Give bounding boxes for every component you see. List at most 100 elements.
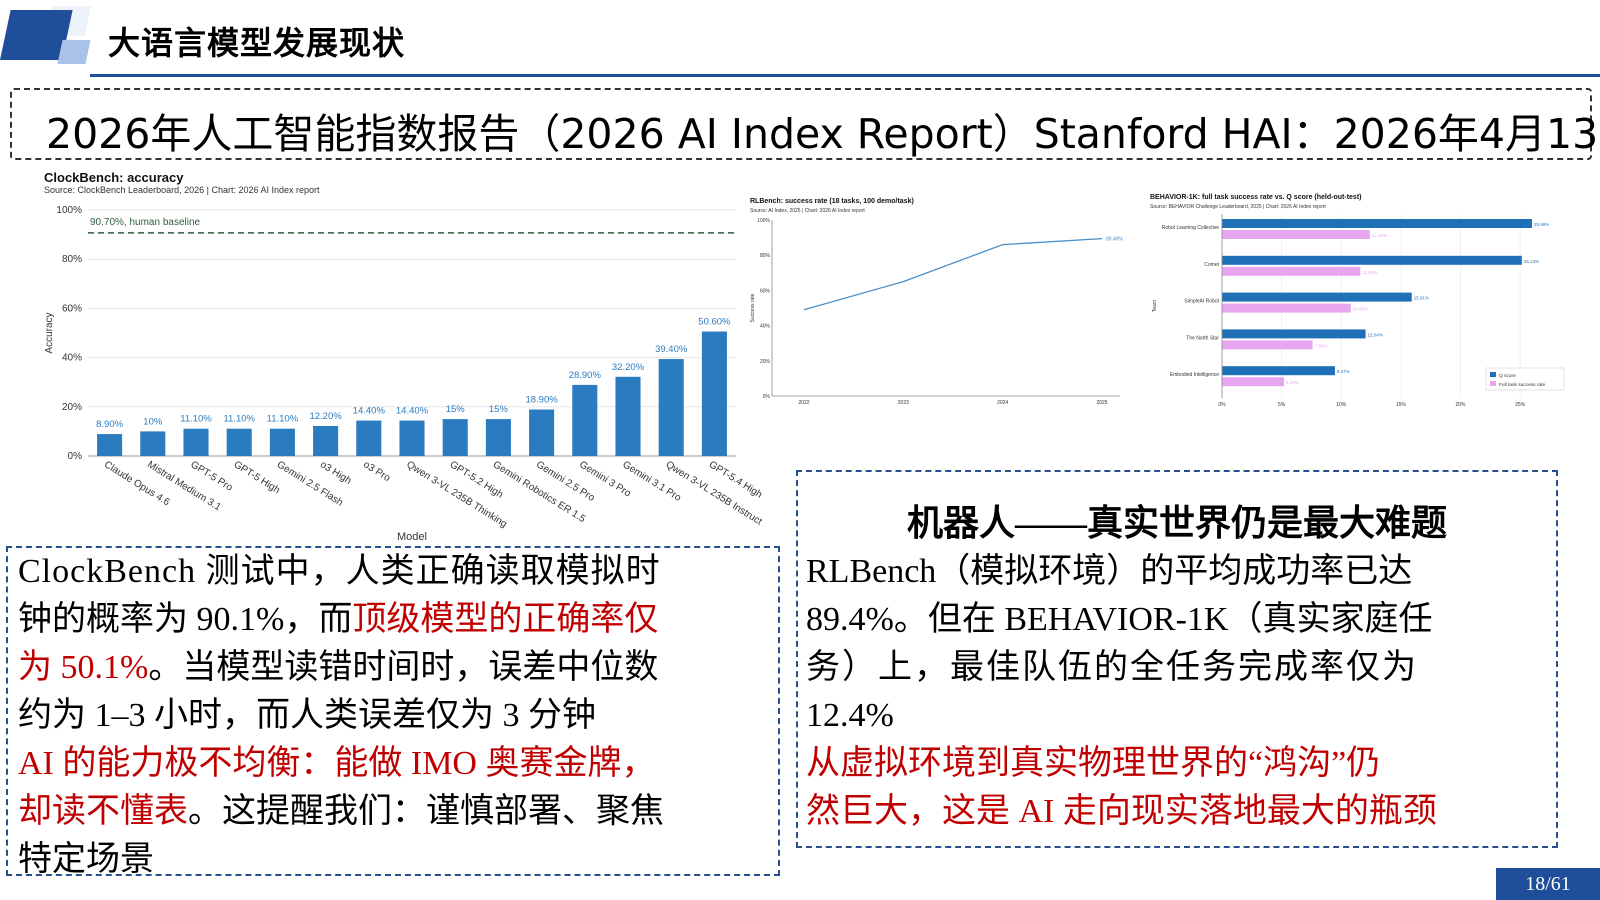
x-tick-label: 2024 [997,400,1008,406]
legend-label: Full task success rate [1499,382,1545,388]
y-tick-label: 100% [757,218,770,224]
data-label: 28.90% [569,370,602,381]
data-label: 12.04% [1368,332,1383,337]
data-label: 15% [489,404,509,415]
data-label: 18.90% [525,395,558,406]
bar [140,431,166,456]
bar [1222,329,1366,339]
y-axis-label: Team [1152,300,1158,312]
behavior1k-chart: BEHAVIOR-1K: full task success rate vs. … [1148,192,1568,414]
bar [701,331,727,456]
summary-line: ClockBench 测试中，人类正确读取模拟时 [18,553,661,590]
page-number: 18/61 [1496,868,1600,900]
summary-line: 12.4% [806,697,894,734]
data-label: 12.20% [309,411,342,422]
data-label: 15.91% [1414,296,1429,301]
y-axis-label: Success rate [750,293,756,322]
y-tick-label: 40% [760,324,771,330]
data-label: 5.20% [1286,380,1299,385]
data-label: 8.90% [96,419,123,430]
legend-swatch [1490,372,1496,377]
bar [399,420,425,456]
data-label: 14.40% [396,406,429,417]
data-label: 11.10% [223,414,255,425]
rlbench-chart: RLBench: success rate (18 tasks, 100 dem… [748,196,1144,410]
x-tick-label: 25% [1515,402,1526,408]
legend-swatch [1490,381,1496,386]
chart-source: Source: ClockBench Leaderboard, 2026 | C… [44,185,320,195]
bar [1222,266,1361,276]
chart-title: RLBench: success rate (18 tasks, 100 dem… [750,198,914,205]
clockbench-summary-box [6,546,780,876]
x-tick-label: 20% [1456,402,1467,408]
x-axis-label: Model [397,531,427,543]
data-label: 7.60% [1315,343,1328,348]
bar [269,428,295,456]
y-tick-label: 80% [62,254,82,265]
legend-label: Q score [1499,373,1516,379]
x-tick-label: 5% [1278,402,1286,408]
x-tick-label: 0% [1218,402,1226,408]
summary-line: 务）上，最佳队伍的全任务完成率仅为 [806,649,1418,686]
chart-source: Source: BEHAVIOR Challenge Leaderboard, … [1150,204,1326,210]
summary-highlight: 顶级模型的正确率仅 [352,601,659,638]
x-tick-label: o3 High [318,459,353,487]
data-label: 25.99% [1534,222,1549,227]
summary-text: 。这提醒我们：谨慎部署、聚焦 [188,793,664,830]
x-tick-label: 10% [1336,402,1347,408]
bar [1222,366,1335,376]
bar [485,419,511,456]
slide-title: 大语言模型发展现状 [108,24,406,62]
robotics-summary-box [796,470,1558,848]
clockbench-chart: ClockBench: accuracy Source: ClockBench … [40,168,780,546]
summary-highlight: 却读不懂表 [18,793,188,830]
summary-line: 却读不懂表。这提醒我们：谨慎部署、聚焦 [18,788,768,836]
bar [442,419,468,456]
x-tick-label: GPT-5 High [232,459,282,496]
bar [1222,292,1412,302]
report-banner [10,88,1592,160]
y-tick-label: 20% [62,402,82,413]
bar [97,434,123,456]
data-label: 10% [143,416,163,427]
data-label: 11.60% [1362,270,1377,275]
y-tick-label: The North Star [1186,335,1219,341]
robotics-summary: 机器人——真实世界仍是最大难题 RLBench（模拟环境）的平均成功率已达 89… [806,494,1548,836]
behavior1k-plot: 0% 5% 10% 15% 20% 25% Robot Learning Collectiv… [1152,214,1565,408]
data-label: 11.10% [180,414,212,425]
clockbench-plot: 0%20%40%60%80%100%8.90%Claude Opus 4.610… [44,205,764,543]
legend-box [1485,367,1565,391]
y-tick-label: 60% [62,303,82,314]
y-tick-label: 40% [62,353,82,364]
chart-title: ClockBench: accuracy [44,170,184,185]
y-tick-label: 20% [760,359,771,365]
x-tick-label: o3 Pro [361,459,392,484]
data-label: 32.20% [612,362,645,373]
data-label: 9.47% [1337,369,1350,374]
data-label: 14.40% [353,406,386,417]
y-tick-label: 80% [760,253,771,259]
y-tick-label: SimpleAI Robot [1184,299,1219,305]
y-tick-label: Robot Learning Collective [1162,225,1219,231]
bar [1222,303,1351,313]
x-tick-label: Mistral Medium 3.1 [145,459,223,513]
y-tick-label: 100% [56,205,82,216]
summary-text: 钟的概率为 90.1%，而 [18,601,353,638]
series-line [803,238,1103,311]
summary-line: 钟的概率为 90.1%，而顶级模型的正确率仅 [18,596,768,644]
y-tick-label: Embodied Intelligence [1170,372,1219,378]
summary-line: 特定场景 [18,841,154,878]
data-label: 25.14% [1524,259,1539,264]
bar [1222,377,1285,387]
report-title: 2026年人工智能指数报告（2026 AI Index Report）Stanf… [46,110,1600,158]
bar [1222,219,1532,228]
data-label: 89.40% [1106,237,1124,243]
bar [658,359,684,456]
summary-text: 。当模型读错时间时，误差中位数 [148,649,659,686]
y-tick-label: 0% [68,451,83,462]
data-label: 10.80% [1353,307,1368,312]
baseline-label: 90.70%, human baseline [90,217,201,228]
bar [313,425,339,456]
clockbench-summary: ClockBench 测试中，人类正确读取模拟时 钟的概率为 90.1%，而顶级… [18,548,768,884]
x-tick-label: 15% [1396,402,1407,408]
